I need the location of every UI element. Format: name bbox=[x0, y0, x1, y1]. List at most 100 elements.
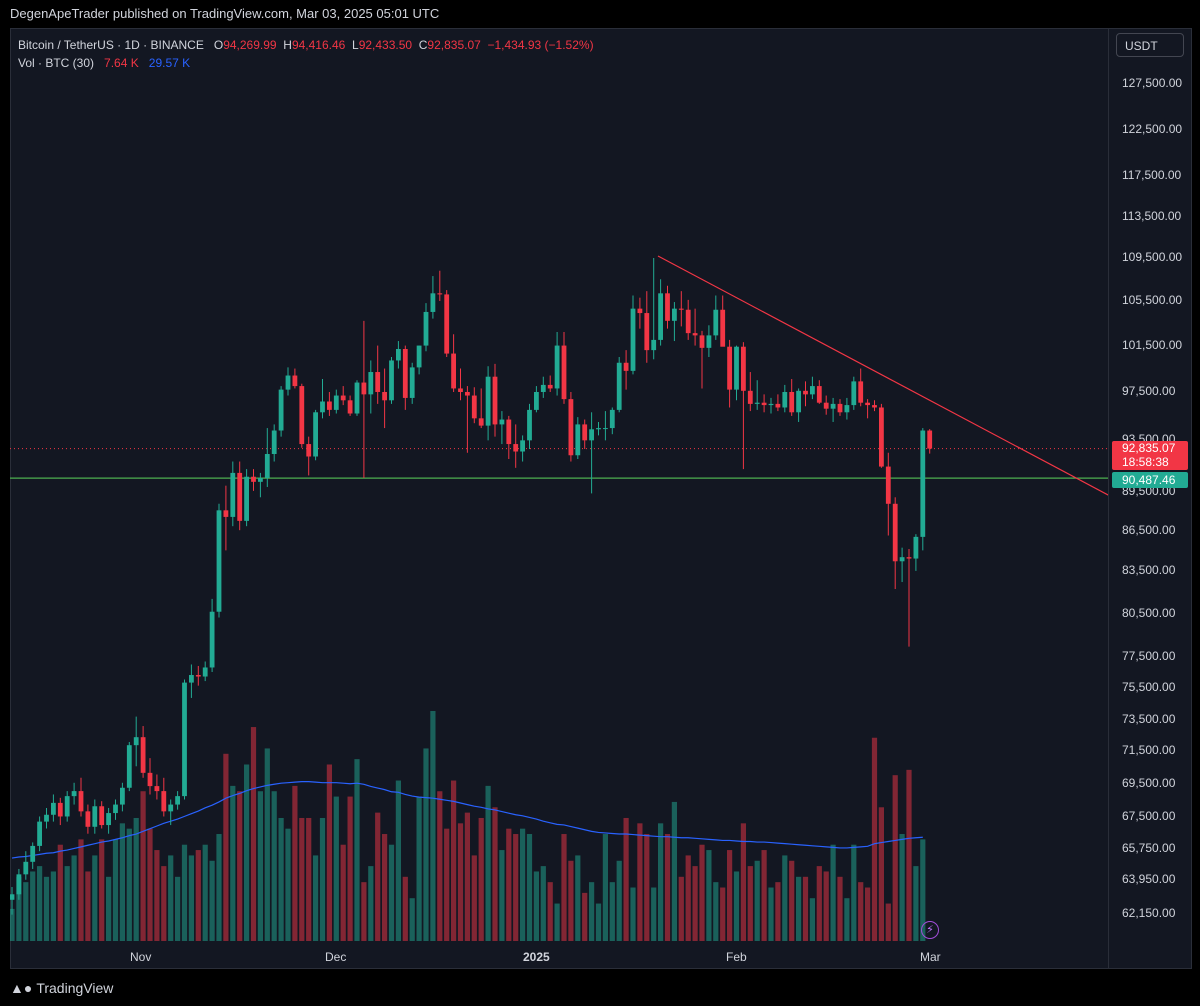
candle-body bbox=[23, 861, 29, 875]
candle-body bbox=[133, 737, 139, 746]
candle-body bbox=[720, 309, 726, 347]
candle-body bbox=[927, 430, 933, 449]
volume-bar bbox=[782, 855, 788, 941]
candle-body bbox=[879, 407, 884, 467]
volume-bar bbox=[644, 834, 650, 941]
legend-volume-label[interactable]: Vol · BTC (30) bbox=[18, 56, 95, 70]
last-price-value: 92,835.07 bbox=[1122, 441, 1176, 455]
currency-button[interactable]: USDT bbox=[1116, 33, 1184, 57]
volume-bar bbox=[451, 780, 457, 941]
tradingview-logo[interactable]: ▲● TradingView bbox=[10, 980, 113, 996]
volume-bar bbox=[78, 839, 84, 941]
volume-ma-line bbox=[11, 781, 923, 859]
candle-body bbox=[209, 611, 215, 668]
volume-bar bbox=[651, 887, 657, 941]
volume-bar bbox=[637, 823, 643, 941]
candle-body bbox=[761, 402, 767, 406]
candle-body bbox=[285, 375, 291, 390]
candle-body bbox=[575, 424, 581, 456]
legend-volume-value: 7.64 K bbox=[104, 56, 139, 70]
volume-bar bbox=[471, 855, 477, 941]
candle-body bbox=[71, 791, 77, 797]
volume-bar bbox=[830, 844, 836, 941]
candle-body bbox=[837, 403, 843, 413]
footer-brand: TradingView bbox=[36, 980, 114, 996]
volume-bar bbox=[402, 876, 408, 941]
candle-body bbox=[478, 418, 484, 426]
candle-body bbox=[623, 362, 629, 371]
chart-pane[interactable] bbox=[10, 28, 1108, 941]
candle-body bbox=[506, 419, 512, 445]
candle-body bbox=[458, 388, 463, 392]
volume-bar bbox=[264, 748, 270, 941]
candle-body bbox=[402, 348, 408, 398]
volume-bar bbox=[368, 866, 374, 941]
volume-bar bbox=[409, 898, 415, 941]
volume-bar bbox=[50, 871, 56, 941]
price-tick: 83,500.00 bbox=[1122, 563, 1176, 577]
candle-body bbox=[727, 346, 732, 390]
candle-body bbox=[699, 335, 705, 348]
legend-low-label: L bbox=[352, 38, 359, 52]
volume-bar bbox=[85, 871, 91, 941]
candle-body bbox=[913, 536, 919, 559]
volume-bar bbox=[533, 871, 539, 941]
candle-body bbox=[892, 503, 898, 562]
volume-bar bbox=[37, 866, 43, 941]
volume-bar bbox=[126, 828, 132, 941]
candle-body bbox=[747, 390, 753, 404]
candle-body bbox=[471, 395, 477, 419]
candle-body bbox=[361, 382, 367, 395]
candle-body bbox=[768, 403, 774, 406]
candle-body bbox=[244, 476, 249, 521]
candle-body bbox=[920, 430, 926, 537]
volume-bar bbox=[30, 871, 36, 941]
volume-bar bbox=[761, 850, 767, 941]
volume-bar bbox=[250, 727, 257, 941]
volume-bar bbox=[513, 834, 519, 941]
price-tick: 97,500.00 bbox=[1122, 384, 1176, 398]
candle-body bbox=[202, 667, 208, 677]
candle-body bbox=[899, 557, 905, 562]
volume-bar bbox=[520, 828, 526, 941]
candle-body bbox=[692, 333, 698, 336]
volume-bar bbox=[395, 780, 401, 941]
candle-body bbox=[223, 510, 229, 517]
candle-body bbox=[637, 308, 643, 314]
candle-body bbox=[616, 362, 622, 410]
candle-body bbox=[389, 360, 394, 401]
volume-bar bbox=[499, 850, 505, 941]
legend-open-label: O bbox=[213, 38, 224, 52]
candle-body bbox=[10, 894, 15, 900]
volume-bar bbox=[920, 839, 926, 941]
candlestick-chart[interactable] bbox=[10, 28, 1108, 941]
candle-body bbox=[844, 405, 850, 413]
candle-body bbox=[713, 309, 719, 336]
legend-symbol[interactable]: Bitcoin / TetherUS · 1D · BINANCE bbox=[18, 38, 204, 52]
candle-body bbox=[437, 293, 443, 295]
price-tick: 109,500.00 bbox=[1122, 250, 1183, 264]
candle-body bbox=[823, 402, 829, 409]
legend-change: −1,434.93 (−1.52%) bbox=[487, 38, 594, 52]
volume-bar bbox=[175, 876, 181, 941]
lightning-icon[interactable]: ⚡ bbox=[921, 921, 939, 939]
candle-body bbox=[534, 391, 539, 410]
volume-bar bbox=[547, 882, 553, 941]
volume-bar bbox=[789, 860, 795, 941]
volume-bar bbox=[299, 817, 305, 941]
volume-bar bbox=[140, 791, 146, 941]
legend-volume-row: Vol · BTC (30) 7.64 K 29.57 K bbox=[18, 54, 594, 72]
candle-body bbox=[64, 796, 70, 817]
candle-body bbox=[278, 389, 284, 431]
price-tick: 65,750.00 bbox=[1122, 841, 1176, 855]
candle-body bbox=[251, 476, 256, 482]
candle-body bbox=[603, 428, 608, 430]
volume-bar bbox=[237, 791, 243, 941]
price-axis[interactable] bbox=[1108, 28, 1192, 969]
volume-bar bbox=[23, 882, 29, 941]
price-tick: 80,500.00 bbox=[1122, 606, 1176, 620]
volume-bar bbox=[554, 903, 560, 941]
volume-bar bbox=[133, 817, 139, 941]
volume-bar bbox=[609, 882, 615, 941]
volume-bar bbox=[892, 775, 898, 941]
